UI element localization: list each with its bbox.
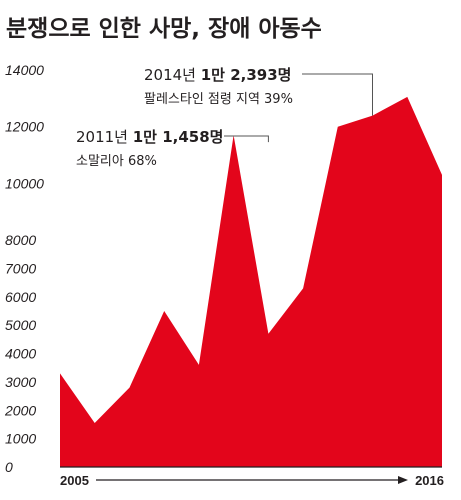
annotation-value: 1만 1,458명 [133,128,224,146]
annotation-leader-line [302,73,373,116]
y-tick-label: 14000 [5,62,44,78]
y-tick-label: 10000 [5,175,44,191]
y-tick-label: 6000 [5,289,36,305]
y-tick-label: 12000 [5,119,44,135]
annotation-label: 2014년 1만 2,393명 [144,66,291,84]
y-tick-label: 3000 [5,374,36,390]
annotation-year: 2011년 [76,128,133,146]
y-tick-label: 2000 [4,402,36,418]
annotation-leader-line [224,135,269,143]
y-tick-label: 8000 [5,232,36,248]
y-tick-label: 7000 [5,261,36,277]
y-tick-label: 1000 [5,431,36,447]
chart-title: 분쟁으로 인한 사망, 장애 아동수 [6,16,322,42]
y-tick-label: 5000 [5,317,36,333]
x-axis-arrow-head-icon [398,476,408,484]
y-tick-label: 4000 [5,346,36,362]
x-tick-labels: 2005 2016 [60,473,444,488]
annotation-label: 2011년 1만 1,458명 [76,128,223,146]
x-axis [60,466,442,484]
annotation-detail: 소말리아 68% [76,154,157,169]
annotation-year: 2014년 [144,66,201,84]
y-tick-label: 0 [5,459,13,475]
x-tick-label: 2005 [60,473,89,488]
annotation-detail: 팔레스타인 점령 지역 39% [144,92,293,107]
x-tick-label: 2016 [415,473,444,488]
y-axis: 0 1000 2000 3000 4000 5000 6000 7000 8000 10000 12… [4,62,44,475]
area-series [60,96,442,468]
annotation-value: 1만 2,393명 [201,66,292,84]
